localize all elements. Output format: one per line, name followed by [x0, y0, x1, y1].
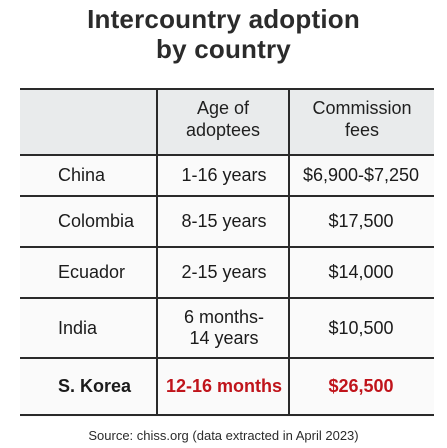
source-note: Source: chiss.org (data extracted in Apr… — [88, 428, 359, 443]
table-row-age: 8-15 years — [181, 211, 267, 231]
header-bottom-rule — [20, 154, 434, 156]
column-divider-1 — [156, 88, 158, 416]
header-age-line2: adoptees — [185, 120, 261, 140]
row-divider — [20, 246, 434, 248]
table-row-country-highlighted: S. Korea — [58, 376, 132, 396]
chart-title-line1: Intercountry adoption — [87, 4, 360, 34]
table-row-country: Ecuador — [58, 262, 126, 282]
row-divider — [20, 297, 434, 299]
table-row-country: India — [58, 317, 98, 338]
table-top-rule — [20, 88, 434, 90]
table-row-age-line2: 14 years — [189, 328, 259, 348]
table-row-fee: $10,500 — [328, 317, 394, 338]
table-row-fee: $6,900-$7,250 — [302, 165, 420, 185]
row-divider — [20, 195, 434, 197]
table-row-country: China — [58, 165, 106, 185]
header-age-line1: Age of — [196, 98, 250, 118]
table-row-fee: $14,000 — [328, 262, 394, 282]
row-divider — [20, 357, 434, 359]
table-row-age: 1-16 years — [181, 165, 267, 185]
table-header-band — [20, 88, 434, 154]
table-row-age: 2-15 years — [181, 262, 267, 282]
column-divider-2 — [288, 88, 290, 416]
header-fee-line2: fees — [344, 120, 380, 140]
table-row-age-highlighted: 12-16 months — [165, 376, 283, 396]
table-bottom-rule — [20, 414, 434, 416]
chart-title-line2: by country — [156, 34, 291, 64]
table-row-age-line1: 6 months- — [183, 307, 265, 327]
table-row-fee: $17,500 — [328, 211, 394, 231]
table-row-country: Colombia — [58, 211, 135, 231]
table-row-fee-highlighted: $26,500 — [328, 376, 394, 396]
header-fee-line1: Commission — [312, 98, 412, 118]
